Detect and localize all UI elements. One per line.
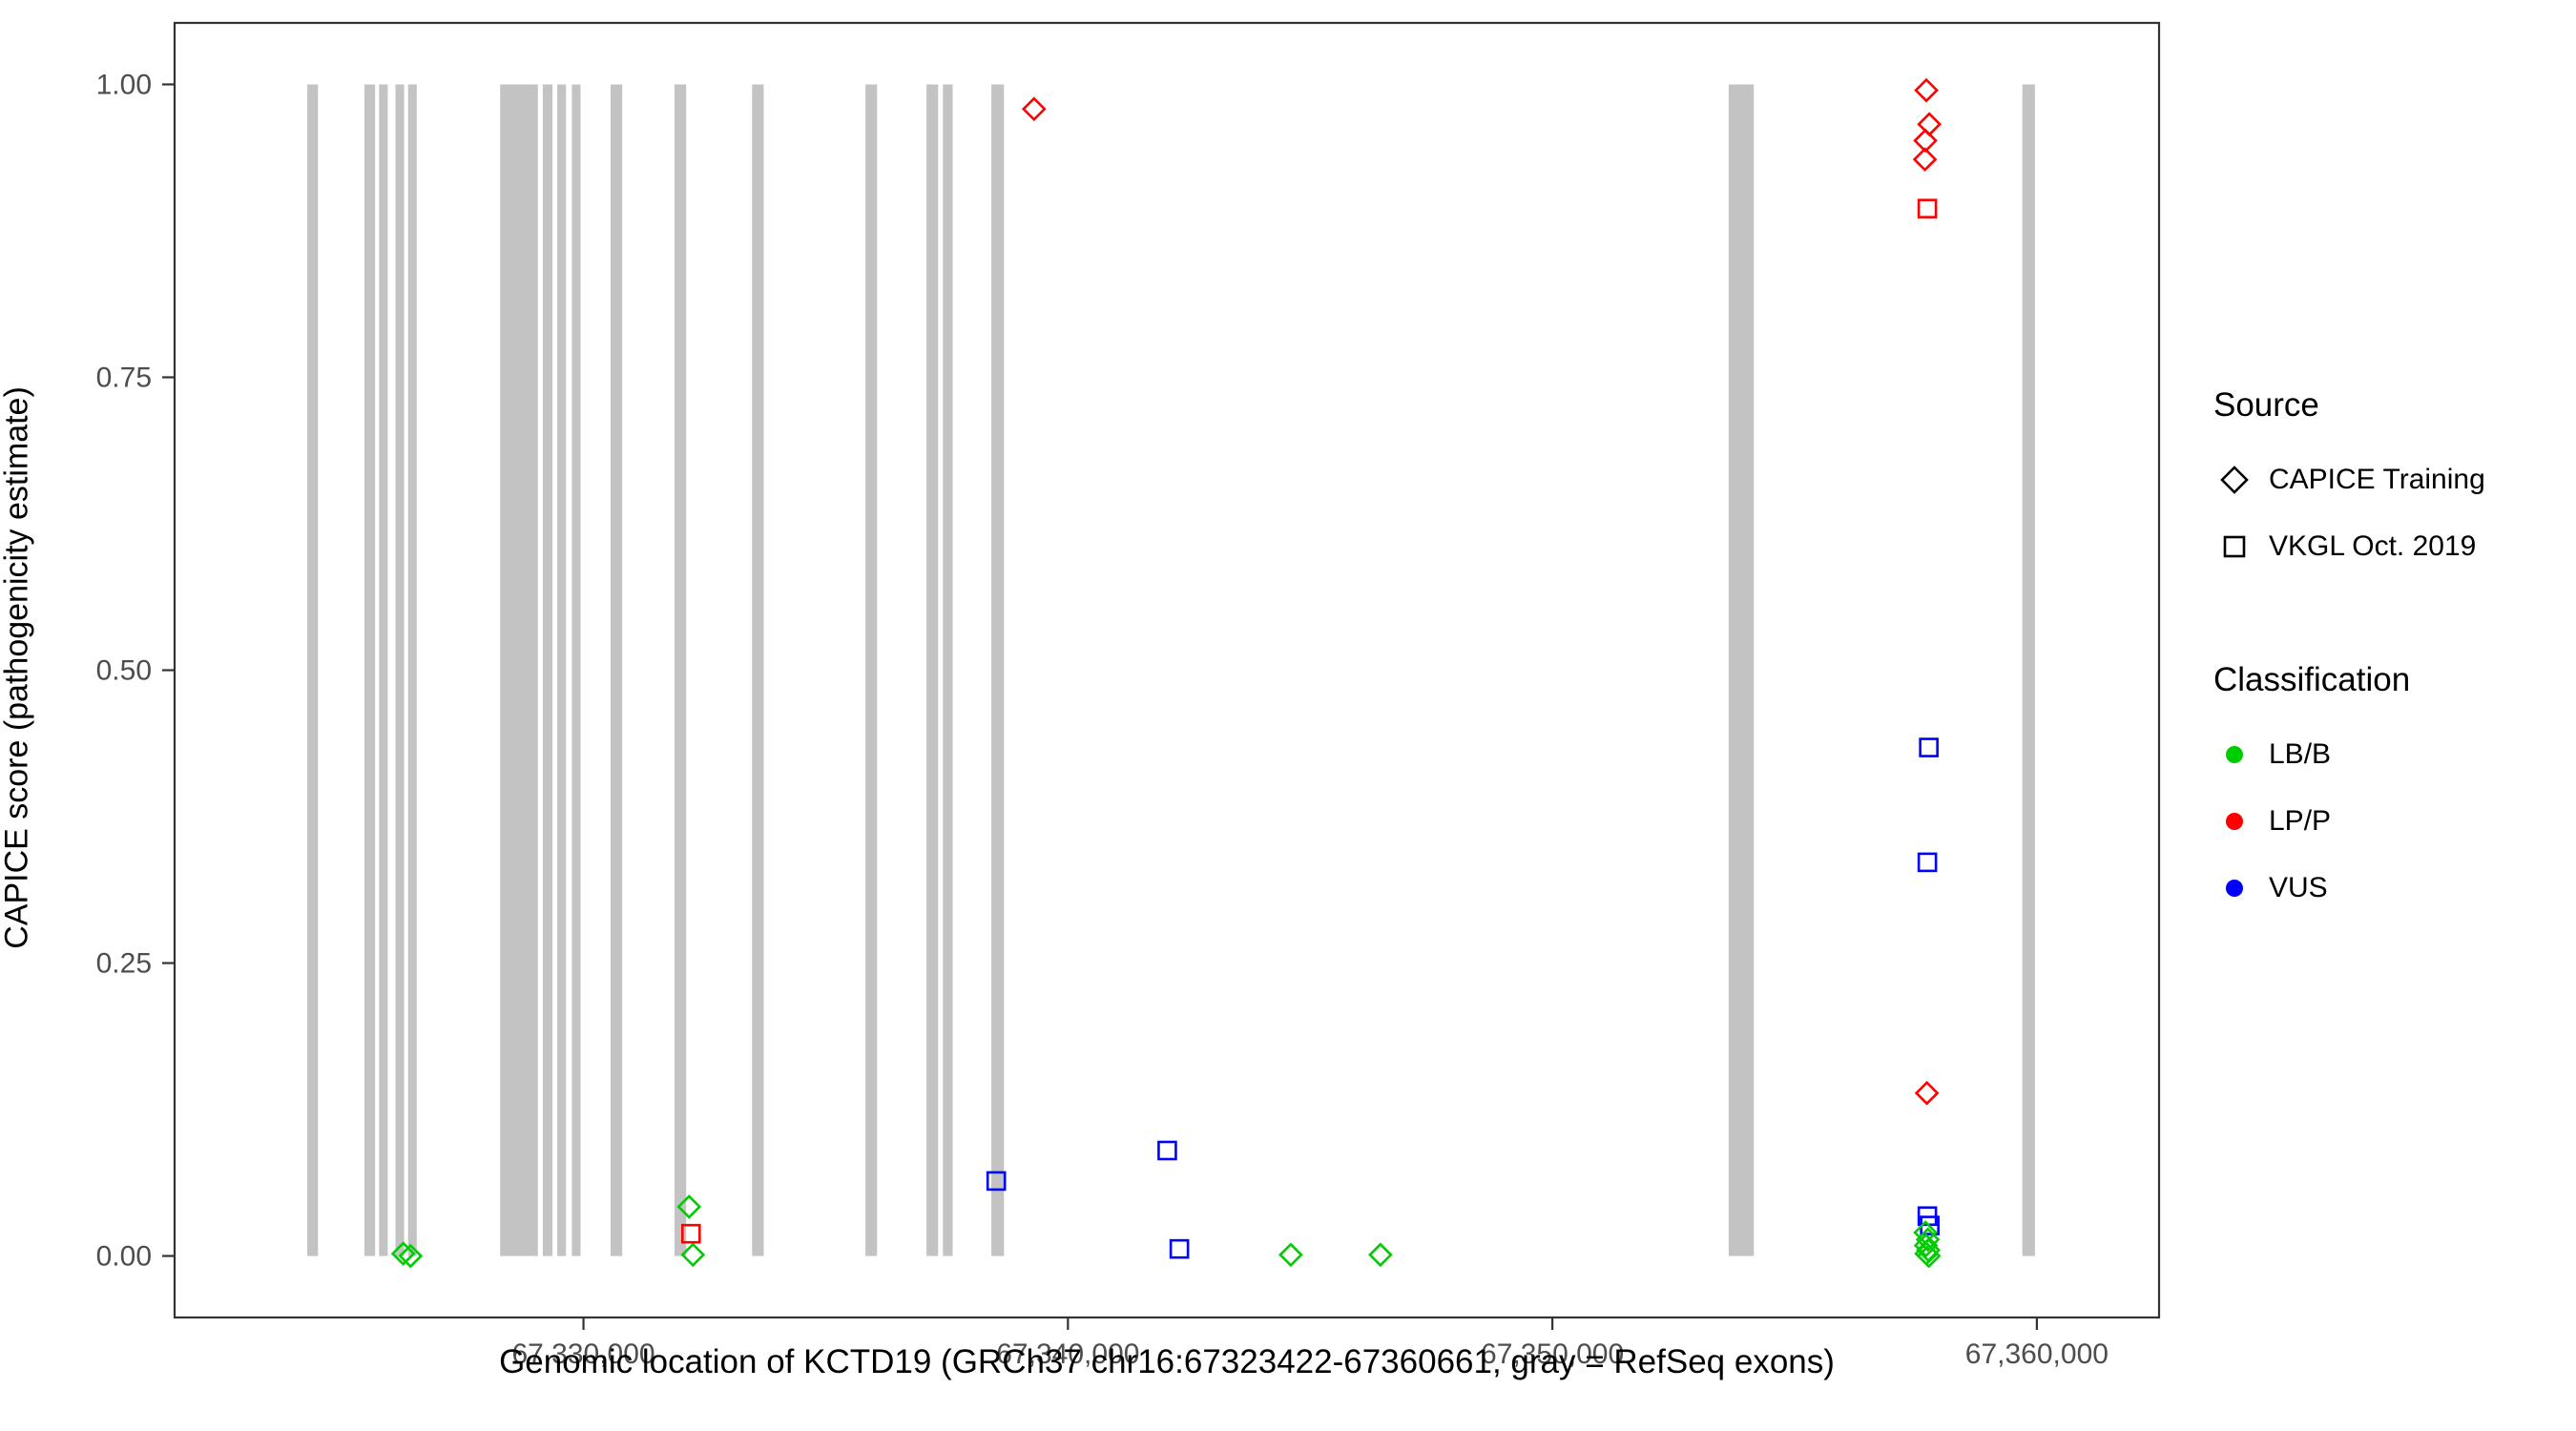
y-tick-label: 0.25 bbox=[96, 948, 152, 980]
exon-bar bbox=[611, 84, 623, 1256]
panel-border bbox=[173, 21, 2161, 1319]
legend-item-label: CAPICE Training bbox=[2269, 464, 2485, 495]
diamond-icon bbox=[2220, 466, 2249, 494]
legend: Source CAPICE Training VKGL Oct. 2019 Cl… bbox=[2213, 385, 2566, 922]
exon-bar bbox=[752, 84, 764, 1256]
data-point-diamond bbox=[1917, 112, 1942, 137]
legend-classification-title: Classification bbox=[2213, 661, 2411, 698]
exon-bar bbox=[926, 84, 939, 1256]
legend-item-label: LB/B bbox=[2269, 738, 2332, 770]
data-point-square bbox=[1169, 1238, 1190, 1259]
x-tick-label: 67,360,000 bbox=[1965, 1338, 2109, 1370]
y-tick-label: 0.50 bbox=[96, 655, 152, 687]
data-point-diamond bbox=[398, 1243, 424, 1269]
y-tick-label: 0.00 bbox=[96, 1241, 152, 1273]
legend-item-vus: VUS bbox=[2213, 855, 2566, 922]
legend-item-label: LP/P bbox=[2269, 805, 2332, 837]
x-tick-label: 67,340,000 bbox=[996, 1338, 1139, 1370]
data-point-diamond bbox=[390, 1241, 416, 1266]
legend-item-vkgl: VKGL Oct. 2019 bbox=[2213, 513, 2566, 580]
legend-source-group: Source CAPICE Training VKGL Oct. 2019 bbox=[2213, 385, 2566, 580]
x-tick-label: 67,350,000 bbox=[1481, 1338, 1624, 1370]
data-point-diamond bbox=[1912, 147, 1938, 172]
data-point-diamond bbox=[676, 1194, 702, 1219]
data-point-diamond bbox=[1914, 77, 1939, 103]
data-point-square bbox=[680, 1223, 701, 1244]
exon-bar bbox=[675, 84, 687, 1256]
legend-item-label: VKGL Oct. 2019 bbox=[2269, 530, 2477, 562]
square-icon bbox=[2223, 535, 2246, 558]
data-point-square bbox=[986, 1171, 1007, 1192]
legend-item-lbb: LB/B bbox=[2213, 721, 2566, 788]
exon-bar bbox=[542, 84, 553, 1256]
data-point-square bbox=[1917, 198, 1938, 218]
data-point-diamond bbox=[1914, 1080, 1940, 1106]
data-point-diamond bbox=[1916, 1243, 1942, 1269]
legend-gap bbox=[2213, 580, 2566, 660]
exon-bar bbox=[571, 84, 581, 1256]
data-point-diamond bbox=[1913, 128, 1938, 154]
exon-bar bbox=[364, 84, 376, 1256]
blue-dot-icon bbox=[2226, 880, 2243, 897]
legend-source-title: Source bbox=[2213, 386, 2319, 424]
y-tick-label: 0.75 bbox=[96, 362, 152, 393]
legend-item-capice-training: CAPICE Training bbox=[2213, 446, 2566, 513]
data-point-diamond bbox=[680, 1242, 706, 1268]
data-point-square bbox=[1157, 1140, 1177, 1161]
exon-bar bbox=[991, 84, 1005, 1256]
exon-bar bbox=[557, 84, 567, 1256]
exon-bar bbox=[407, 84, 417, 1256]
exon-bar bbox=[307, 84, 319, 1256]
exon-bar bbox=[500, 84, 538, 1256]
data-point-square bbox=[1919, 737, 1939, 757]
exon-bar bbox=[379, 84, 388, 1256]
x-tick-label: 67,330,000 bbox=[511, 1338, 654, 1370]
y-axis-title-text: CAPICE score (pathogenicity estimate) bbox=[0, 386, 35, 949]
data-point-diamond bbox=[1368, 1242, 1393, 1268]
legend-item-lpp: LP/P bbox=[2213, 788, 2566, 855]
red-dot-icon bbox=[2226, 813, 2243, 830]
x-axis-title: Genomic location of KCTD19 (GRCh37 chr16… bbox=[499, 1343, 1835, 1380]
data-point-diamond bbox=[1021, 96, 1047, 122]
exon-bar bbox=[943, 84, 953, 1256]
exon-bar bbox=[1728, 84, 1755, 1256]
green-dot-icon bbox=[2226, 746, 2243, 763]
exon-bar bbox=[865, 84, 878, 1256]
data-point-square bbox=[1917, 852, 1938, 873]
data-point-diamond bbox=[1913, 1233, 1939, 1258]
data-point-diamond bbox=[1278, 1242, 1303, 1268]
legend-item-label: VUS bbox=[2269, 872, 2328, 903]
exon-bar bbox=[2022, 84, 2035, 1256]
exon-bar bbox=[395, 84, 405, 1256]
legend-classification-group: Classification LB/B LP/P VUS bbox=[2213, 660, 2566, 922]
y-tick-label: 1.00 bbox=[96, 69, 152, 100]
data-point-diamond bbox=[1915, 1227, 1941, 1253]
